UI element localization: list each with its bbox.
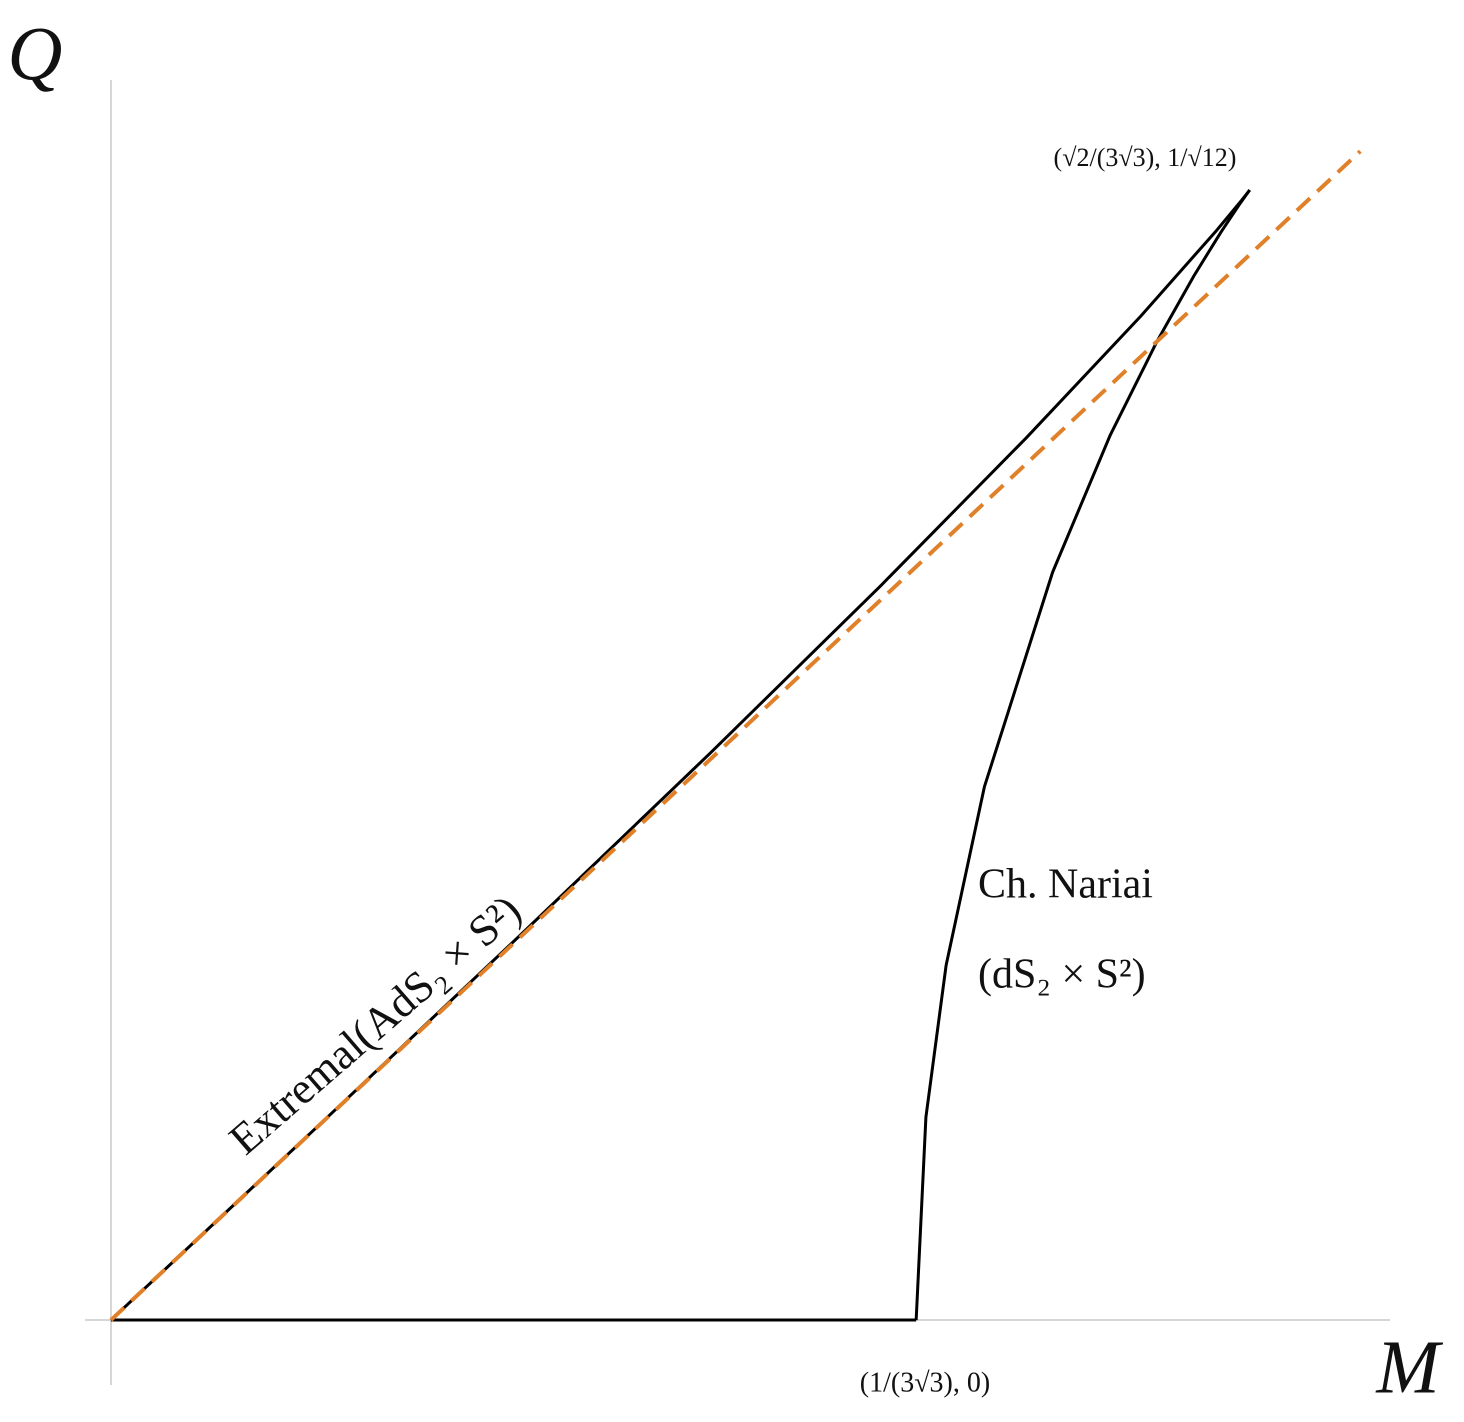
- annotation: (dS₂ × S²): [978, 952, 1146, 998]
- annotation: (1/(3√3), 0): [860, 1367, 990, 1398]
- series-line: [914, 189, 1251, 1321]
- y-axis-label: Q: [8, 12, 63, 96]
- x-axis-label: M: [1375, 1325, 1443, 1409]
- annotation: Ch. Nariai: [978, 862, 1153, 908]
- series-line: [109, 149, 1362, 1322]
- series-line: [109, 189, 1251, 1322]
- annotation: (√2/(3√3), 1/√12): [1054, 143, 1237, 172]
- annotation: Extremal(AdS₂ × S²): [220, 885, 530, 1164]
